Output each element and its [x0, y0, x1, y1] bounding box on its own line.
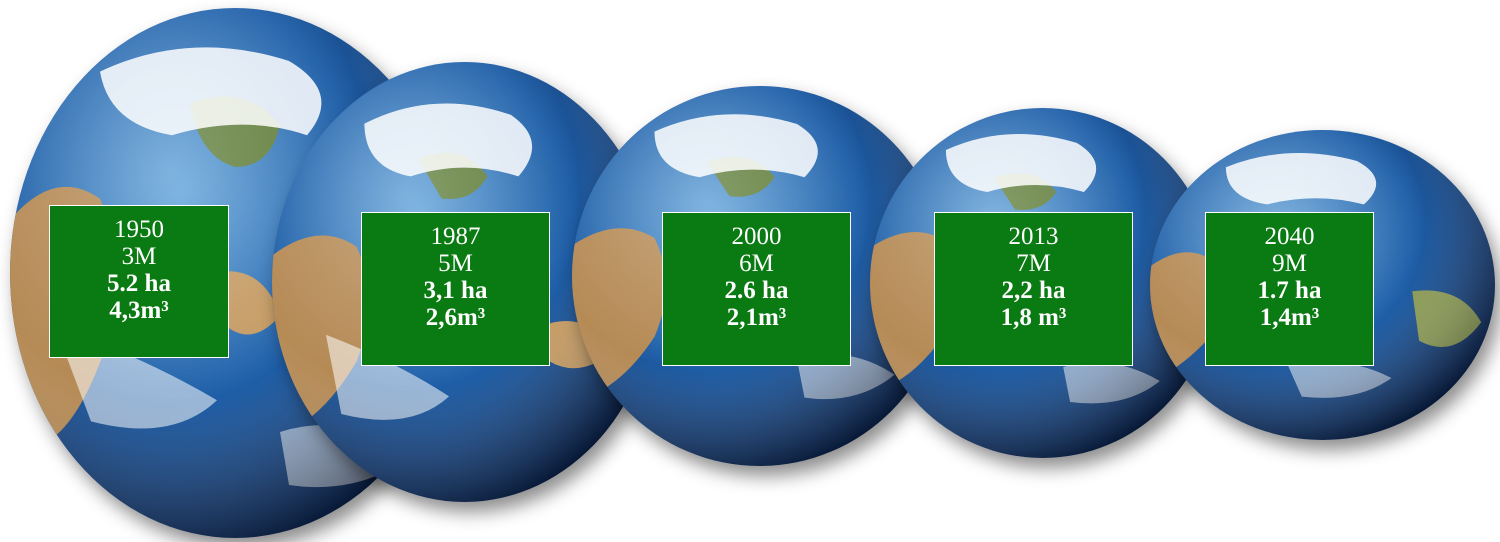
area-label: 1.7 ha: [1257, 277, 1322, 304]
area-label: 5.2 ha: [107, 270, 171, 297]
data-box-1987: 1987 5M 3,1 ha 2,6m³: [361, 212, 550, 366]
population-label: 3M: [121, 243, 157, 270]
data-box-2000: 2000 6M 2.6 ha 2,1m³: [662, 212, 851, 366]
year-label: 2013: [1008, 223, 1059, 250]
population-label: 7M: [1016, 250, 1051, 277]
data-box-1950: 1950 3M 5.2 ha 4,3m³: [49, 205, 229, 358]
area-label: 2.6 ha: [724, 277, 789, 304]
population-label: 5M: [438, 250, 473, 277]
volume-label: 1,8 m³: [1000, 304, 1067, 331]
year-label: 1987: [430, 223, 481, 250]
volume-label: 2,1m³: [726, 304, 787, 331]
volume-label: 1,4m³: [1259, 304, 1320, 331]
population-label: 6M: [739, 250, 774, 277]
volume-label: 2,6m³: [425, 304, 486, 331]
year-label: 1950: [114, 216, 164, 243]
population-label: 9M: [1272, 250, 1307, 277]
volume-label: 4,3m³: [109, 297, 169, 324]
data-box-2013: 2013 7M 2,2 ha 1,8 m³: [934, 212, 1133, 366]
area-label: 3,1 ha: [423, 277, 488, 304]
year-label: 2000: [731, 223, 782, 250]
area-label: 2,2 ha: [1001, 277, 1066, 304]
data-box-2040: 2040 9M 1.7 ha 1,4m³: [1205, 212, 1374, 366]
year-label: 2040: [1264, 223, 1315, 250]
